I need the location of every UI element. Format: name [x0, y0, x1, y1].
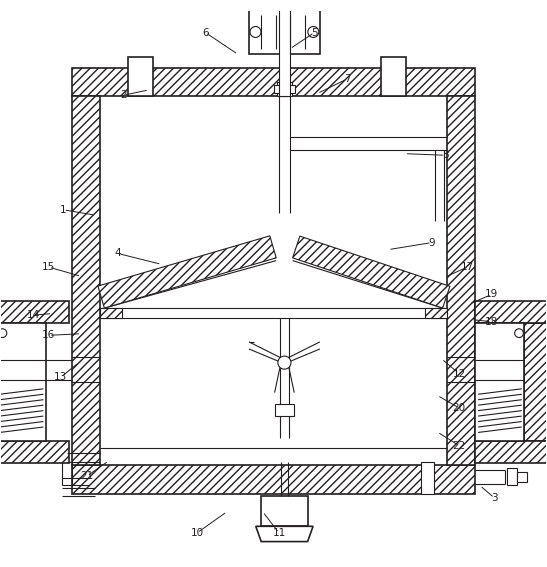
Text: 8: 8 — [442, 150, 449, 160]
Text: 20: 20 — [452, 403, 465, 413]
Text: 21: 21 — [80, 471, 94, 481]
Bar — [447, 96, 475, 465]
Text: 16: 16 — [42, 331, 55, 340]
Bar — [72, 465, 475, 493]
Bar — [475, 323, 525, 441]
Polygon shape — [98, 236, 276, 308]
Polygon shape — [256, 526, 313, 541]
Text: 19: 19 — [485, 289, 498, 299]
Text: 14: 14 — [27, 310, 40, 320]
Text: 2: 2 — [120, 90, 127, 100]
Bar — [0, 301, 69, 323]
Bar — [447, 96, 475, 465]
Text: 4: 4 — [115, 248, 121, 259]
Text: 10: 10 — [190, 528, 203, 538]
Circle shape — [515, 329, 523, 337]
Bar — [475, 441, 547, 463]
Text: 6: 6 — [202, 28, 208, 37]
Bar — [72, 96, 100, 465]
Bar — [72, 465, 475, 493]
Bar — [475, 301, 547, 323]
Bar — [0, 323, 46, 441]
Bar — [274, 86, 295, 93]
Bar — [525, 323, 547, 441]
Bar — [249, 10, 320, 54]
Bar — [381, 57, 406, 96]
Text: 11: 11 — [272, 528, 286, 538]
Bar — [0, 301, 69, 323]
Text: 15: 15 — [42, 262, 55, 272]
Text: 9: 9 — [428, 238, 435, 248]
Bar — [475, 301, 547, 323]
Circle shape — [308, 27, 319, 37]
Bar — [100, 308, 122, 318]
Bar — [507, 468, 517, 485]
Bar — [525, 323, 547, 441]
Text: 17: 17 — [461, 262, 474, 272]
Bar — [100, 96, 447, 465]
Circle shape — [0, 329, 7, 337]
Bar — [72, 96, 100, 465]
Bar — [0, 441, 69, 463]
Bar — [100, 308, 122, 318]
Bar — [72, 68, 475, 96]
Polygon shape — [293, 236, 450, 308]
Bar — [425, 308, 447, 318]
Bar — [128, 57, 153, 96]
Text: 12: 12 — [452, 369, 465, 379]
Text: 22: 22 — [452, 441, 465, 451]
Circle shape — [278, 356, 291, 369]
Text: 7: 7 — [344, 74, 351, 84]
Text: 13: 13 — [54, 373, 67, 382]
Bar — [517, 472, 527, 482]
Bar — [261, 496, 307, 526]
Bar — [425, 308, 447, 318]
Bar — [421, 463, 434, 493]
Text: 1: 1 — [60, 205, 67, 215]
Circle shape — [250, 27, 261, 37]
Bar — [275, 404, 294, 416]
Bar — [72, 68, 475, 96]
Text: 3: 3 — [491, 493, 498, 503]
Bar — [279, 0, 290, 96]
Text: 5: 5 — [311, 28, 318, 37]
Bar — [277, 82, 292, 96]
Bar — [475, 441, 547, 463]
Bar — [0, 441, 69, 463]
Text: 18: 18 — [485, 317, 498, 327]
